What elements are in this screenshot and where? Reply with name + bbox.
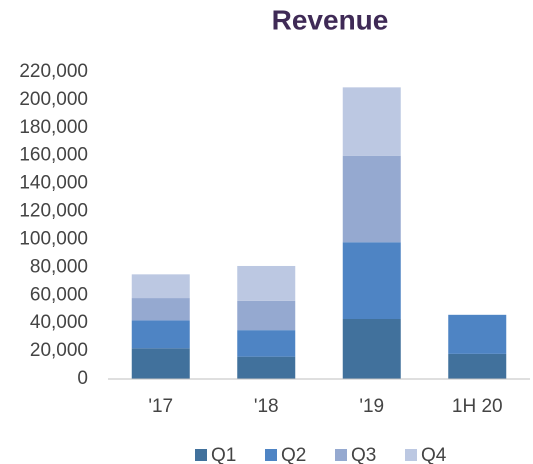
legend-label: Q4 xyxy=(421,445,447,464)
bar-segment xyxy=(237,265,296,301)
x-tick-label: '19 xyxy=(359,396,384,417)
y-tick-label: 120,000 xyxy=(19,201,88,222)
bar-segment xyxy=(342,242,401,319)
y-tick-label: 60,000 xyxy=(30,284,88,305)
bar-segment xyxy=(342,155,401,243)
y-tick-label: 40,000 xyxy=(30,312,88,333)
x-tick-label: '17 xyxy=(148,396,173,417)
y-tick-label: 20,000 xyxy=(30,340,88,361)
legend-label: Q2 xyxy=(281,445,306,464)
bar-segment xyxy=(448,353,507,379)
bar-segment xyxy=(237,300,296,331)
legend-swatch xyxy=(195,449,207,461)
y-tick-label: 100,000 xyxy=(19,228,88,249)
bar-segment xyxy=(131,274,190,299)
legend-swatch xyxy=(335,449,347,461)
y-tick-label: 160,000 xyxy=(19,145,88,166)
bar-segment xyxy=(237,330,296,357)
y-tick-label: 80,000 xyxy=(30,256,88,277)
y-tick-label: 180,000 xyxy=(19,117,88,138)
y-tick-label: 140,000 xyxy=(19,173,88,194)
bar-segment xyxy=(342,87,401,156)
bar-segment xyxy=(342,318,401,379)
bar-segment xyxy=(237,356,296,379)
bar-segment xyxy=(131,298,190,321)
y-tick-label: 0 xyxy=(77,368,88,389)
legend-label: Q1 xyxy=(211,445,236,464)
x-tick-label: 1H 20 xyxy=(452,396,503,417)
bar-segment xyxy=(131,320,190,349)
y-tick-label: 200,000 xyxy=(19,89,88,110)
chart-title: Revenue xyxy=(272,4,389,35)
y-tick-label: 220,000 xyxy=(19,61,88,82)
legend-swatch xyxy=(265,449,277,461)
legend-swatch xyxy=(405,449,417,461)
x-tick-label: '18 xyxy=(254,396,279,417)
bar-segment xyxy=(448,314,507,354)
bar-segment xyxy=(131,348,190,379)
legend-label: Q3 xyxy=(351,445,376,464)
